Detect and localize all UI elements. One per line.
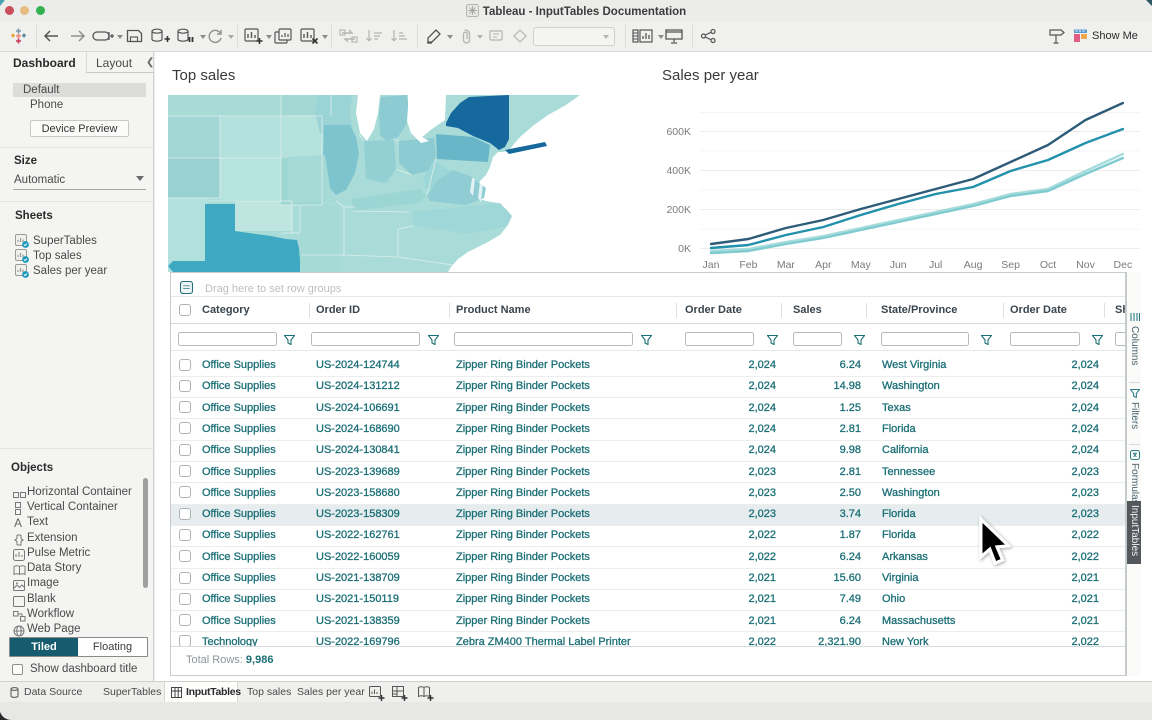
svg-text:400K: 400K: [666, 165, 691, 177]
svg-text:Feb: Feb: [739, 259, 757, 271]
svg-text:600K: 600K: [666, 126, 691, 138]
svg-text:Apr: Apr: [815, 259, 832, 271]
svg-text:0K: 0K: [678, 243, 691, 255]
svg-text:Sep: Sep: [1001, 259, 1020, 271]
svg-text:Mar: Mar: [777, 259, 796, 271]
svg-text:Aug: Aug: [964, 259, 983, 271]
svg-text:May: May: [851, 259, 872, 271]
svg-text:200K: 200K: [666, 204, 691, 216]
svg-text:Jun: Jun: [890, 259, 907, 271]
svg-text:Nov: Nov: [1076, 259, 1095, 271]
svg-text:Jul: Jul: [929, 259, 942, 271]
svg-text:Jan: Jan: [703, 259, 720, 271]
svg-text:Oct: Oct: [1040, 259, 1056, 271]
svg-text:Dec: Dec: [1114, 259, 1133, 271]
